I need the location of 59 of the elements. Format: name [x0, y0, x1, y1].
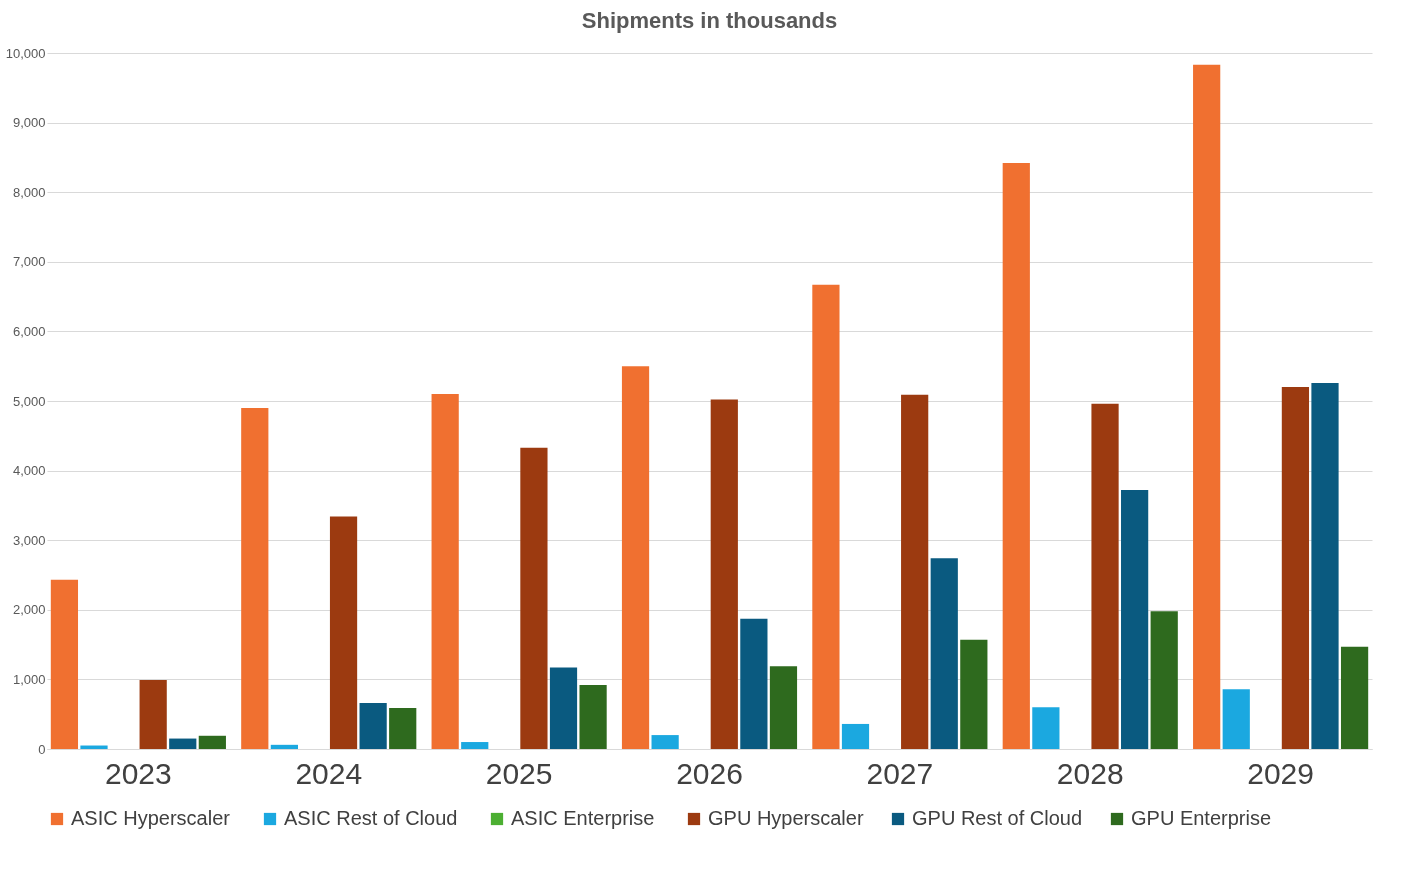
x-tick-label: 2029 [1247, 756, 1314, 790]
bar [169, 738, 197, 749]
bar [841, 723, 870, 749]
x-tick-label: 2026 [676, 756, 743, 790]
bar [1340, 646, 1369, 749]
bar [431, 394, 459, 749]
legend-label: GPU Rest of Cloud [912, 807, 1083, 829]
x-tick-label: 2027 [866, 756, 934, 790]
x-tick-label: 2028 [1056, 756, 1124, 790]
bar [960, 639, 988, 749]
y-tick-label: 3,000 [12, 532, 46, 548]
bar [1091, 403, 1119, 749]
bar [710, 399, 738, 749]
chart-title: Shipments in thousands [581, 8, 838, 33]
bar [520, 447, 548, 749]
x-tick-label: 2023 [105, 756, 172, 790]
bar [1311, 382, 1339, 749]
bar [1150, 611, 1178, 749]
legend-label: GPU Enterprise [1131, 807, 1272, 829]
bar [270, 744, 298, 749]
bar [579, 684, 607, 749]
bar [1121, 490, 1149, 749]
x-tick-label: 2025 [485, 756, 553, 790]
bar [930, 558, 958, 749]
bar [329, 516, 358, 749]
bar [241, 407, 269, 749]
y-tick-label: 8,000 [12, 184, 46, 200]
x-tick-label: 2024 [295, 756, 363, 790]
bar [812, 284, 840, 749]
bar [621, 366, 650, 749]
y-tick-label: 4,000 [12, 463, 46, 479]
y-tick-label: 6,000 [12, 323, 46, 339]
bar [389, 707, 417, 749]
y-tick-label: 5,000 [12, 393, 46, 409]
bar [198, 735, 226, 749]
y-tick-label: 2,000 [12, 602, 46, 618]
y-tick-label: 7,000 [12, 254, 46, 270]
bar [549, 667, 578, 749]
legend-label: ASIC Enterprise [511, 807, 655, 829]
bar [461, 742, 489, 749]
bar [1002, 162, 1030, 749]
bar [1032, 707, 1060, 749]
y-tick-label: 9,000 [12, 115, 46, 131]
y-tick-label: 10,000 [5, 45, 46, 61]
bar [50, 579, 79, 749]
y-tick-label: 0 [38, 741, 46, 757]
bar [1281, 387, 1310, 749]
y-tick-label: 1,000 [12, 671, 46, 687]
bar [651, 735, 679, 749]
legend-label: ASIC Hyperscaler [71, 807, 231, 829]
legend-label: GPU Hyperscaler [708, 807, 864, 829]
bar [769, 666, 798, 749]
bar [1222, 689, 1250, 749]
bar [1193, 64, 1221, 749]
legend-label: ASIC Rest of Cloud [284, 807, 458, 829]
bar [139, 680, 167, 749]
bar [740, 618, 768, 749]
bar [901, 394, 929, 749]
bar [359, 703, 387, 749]
